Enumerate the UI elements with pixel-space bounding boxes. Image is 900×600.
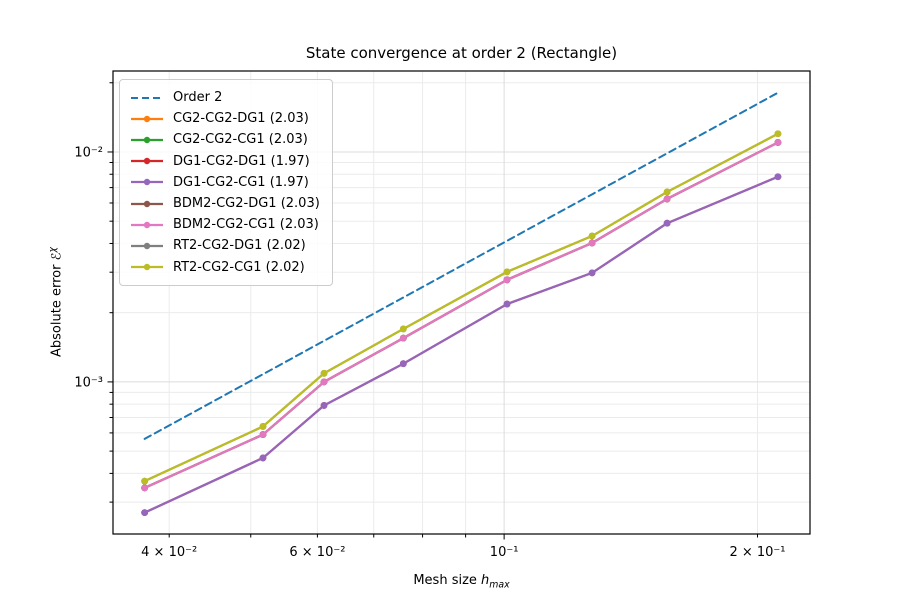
legend-label: BDM2-CG2-DG1 (2.03)	[173, 196, 320, 212]
legend-dashed-line-sample	[131, 96, 163, 99]
x-axis-label-subscript: max	[489, 579, 510, 591]
data-point-marker	[503, 300, 511, 308]
legend-line-sample	[131, 157, 163, 165]
legend-sample-marker	[143, 115, 151, 122]
series-line	[143, 141, 780, 489]
data-point-marker	[399, 360, 407, 368]
legend-label: BDM2-CG2-CG1 (2.03)	[173, 217, 319, 233]
legend-item: RT2-CG2-DG1 (2.02)	[130, 235, 320, 256]
legend-line-sample	[131, 200, 163, 207]
x-tick-label: 10⁻¹	[490, 545, 519, 560]
data-point-marker	[141, 477, 149, 485]
series-bdm2-cg2-cg1-2-03-	[141, 139, 782, 492]
y-axis-label-symbol: ℰ	[49, 252, 65, 261]
axis-tick-labels: 4 × 10⁻² 6 × 10⁻² 10⁻¹ 2 × 10⁻¹ 10⁻³ 10⁻²	[74, 145, 785, 560]
legend-sample-marker	[143, 221, 151, 228]
legend-item: RT2-CG2-CG1 (2.02)	[130, 257, 320, 278]
legend-line-sample	[131, 136, 163, 144]
legend-label: Order 2	[173, 90, 223, 106]
series-line	[143, 132, 780, 483]
x-axis-label: Mesh size hmax	[113, 573, 810, 591]
x-axis-label-variable: h	[481, 573, 490, 588]
legend-sample-marker	[143, 263, 151, 271]
data-point-marker	[320, 369, 328, 377]
legend-label: CG2-CG2-CG1 (2.03)	[173, 132, 308, 148]
chart-title: State convergence at order 2 (Rectangle)	[305, 44, 618, 62]
y-axis-label-superscript: χ	[47, 247, 59, 253]
legend-line-sample	[131, 221, 163, 228]
legend-item: BDM2-CG2-CG1 (2.03)	[130, 214, 320, 235]
legend-item: DG1-CG2-DG1 (1.97)	[130, 151, 320, 172]
data-point-marker	[663, 195, 671, 203]
data-point-marker	[141, 509, 149, 517]
series-line	[143, 91, 779, 440]
series-dg1-cg2-cg1-1-97-	[141, 173, 782, 517]
legend: Order 2 CG2-CG2-DG1 (2.03) CG2-CG2-CG1 (2.…	[119, 79, 333, 286]
legend-item: CG2-CG2-DG1 (2.03)	[130, 108, 320, 129]
legend-item: CG2-CG2-CG1 (2.03)	[130, 129, 320, 150]
y-tick-label: 10⁻²	[74, 145, 103, 160]
data-point-marker	[663, 219, 671, 227]
y-axis-label: Absolute error ℰχ	[47, 247, 64, 357]
legend-label: RT2-CG2-CG1 (2.02)	[173, 259, 305, 275]
data-point-marker	[503, 268, 511, 276]
plot-frame	[112, 70, 811, 535]
legend-item: DG1-CG2-CG1 (1.97)	[130, 172, 320, 193]
data-point-marker	[588, 269, 596, 277]
x-tick-label: 6 × 10⁻²	[289, 545, 345, 560]
data-point-marker	[774, 130, 782, 138]
data-point-marker	[399, 334, 407, 342]
data-point-marker	[663, 188, 671, 196]
data-point-marker	[141, 484, 149, 492]
legend-label: CG2-CG2-DG1 (2.03)	[173, 111, 309, 127]
legend-line-sample	[131, 263, 163, 271]
legend-line-sample	[131, 179, 163, 186]
legend-item: Order 2	[130, 87, 320, 108]
data-point-marker	[320, 378, 328, 386]
data-point-marker	[503, 276, 511, 284]
series-line	[143, 175, 780, 514]
data-point-marker	[259, 431, 267, 438]
series-rt2-cg2-cg1-2-02-	[141, 130, 782, 485]
legend-label: DG1-CG2-DG1 (1.97)	[173, 153, 310, 169]
data-point-marker	[588, 239, 596, 247]
legend-line-sample	[131, 115, 163, 122]
x-tick-label: 2 × 10⁻¹	[729, 545, 785, 560]
data-point-marker	[259, 423, 267, 430]
legend-item: BDM2-CG2-DG1 (2.03)	[130, 193, 320, 214]
y-tick-label: 10⁻³	[74, 375, 103, 390]
legend-sample-marker	[143, 136, 151, 144]
data-point-marker	[588, 232, 596, 240]
data-point-marker	[259, 454, 267, 462]
legend-sample-marker	[143, 157, 151, 165]
data-point-marker	[399, 325, 407, 333]
legend-sample-marker	[143, 242, 151, 250]
y-axis-label-text: Absolute error	[49, 260, 65, 357]
x-tick-label: 4 × 10⁻²	[141, 545, 197, 560]
data-point-marker	[320, 402, 328, 409]
legend-line-sample	[131, 242, 163, 250]
series-order-2	[143, 91, 779, 440]
data-point-marker	[774, 173, 782, 181]
legend-sample-marker	[143, 179, 151, 186]
legend-sample-marker	[143, 200, 151, 207]
x-axis-label-text: Mesh size	[413, 573, 482, 588]
legend-label: RT2-CG2-DG1 (2.02)	[173, 238, 306, 254]
data-point-marker	[774, 139, 782, 146]
legend-label: DG1-CG2-CG1 (1.97)	[173, 174, 309, 190]
